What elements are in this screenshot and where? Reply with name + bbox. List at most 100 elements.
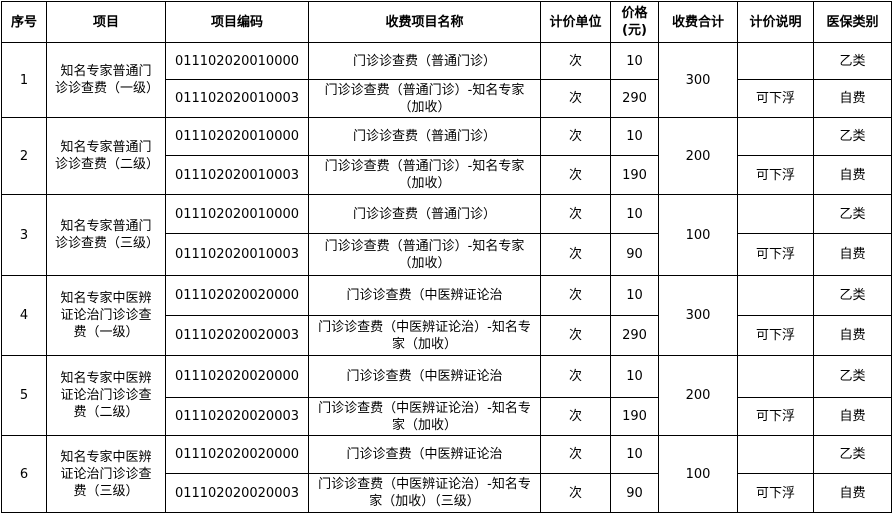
item-code: 011102020010000 — [165, 117, 309, 156]
item-code: 011102020010000 — [165, 42, 309, 80]
price: 10 — [610, 435, 659, 474]
fee-total: 100 — [658, 194, 738, 276]
pricing-note — [737, 194, 814, 234]
pricing-unit: 次 — [540, 397, 611, 436]
insurance-category: 自费 — [813, 473, 892, 513]
price: 90 — [610, 233, 659, 276]
insurance-category: 乙类 — [813, 117, 892, 156]
item-code: 011102020020003 — [165, 473, 309, 513]
insurance-category: 乙类 — [813, 275, 892, 316]
pricing-note: 可下浮 — [737, 473, 814, 513]
pricing-unit: 次 — [540, 194, 611, 234]
table-row: 011102020020003 门诊诊查费（中医辨证论治）-知名专家（加收）次 29… — [2, 315, 892, 356]
pricing-unit: 次 — [540, 355, 611, 398]
table-row: 4 知名专家中医辨证论治门诊诊查费（一级） 011102020020000 门诊诊查费… — [1, 275, 892, 356]
fee-item-name: 门诊诊查费（普通门诊） — [308, 194, 541, 234]
table-row: 6 知名专家中医辨证论治门诊诊查费（三级） 011102020020000 门诊诊查费… — [1, 435, 892, 513]
insurance-category: 乙类 — [813, 42, 892, 80]
price: 190 — [610, 155, 659, 195]
insurance-category: 自费 — [813, 155, 892, 195]
pricing-note — [737, 275, 814, 316]
table-row: 011102020010003 门诊诊查费（普通门诊）-知名专家（加收）次 190 可… — [2, 155, 892, 195]
price: 10 — [610, 355, 659, 398]
item-name: 知名专家中医辨证论治门诊诊查费（二级） — [46, 355, 166, 436]
pricing-note — [737, 355, 814, 398]
price: 290 — [610, 315, 659, 356]
fee-total: 100 — [658, 435, 738, 513]
insurance-category: 自费 — [813, 397, 892, 436]
fee-table: 序号 项目 项目编码 收费项目名称 计价单位 价格(元) 收费合计 计价说明 医… — [1, 1, 892, 513]
row-number: 3 — [1, 194, 47, 276]
item-code: 011102020020003 — [165, 397, 309, 436]
fee-item-name: 门诊诊查费（普通门诊）-知名专家（加收） — [308, 233, 541, 276]
fee-total: 300 — [658, 42, 738, 118]
fee-item-name: 门诊诊查费（中医辨证论治 — [308, 435, 541, 474]
fee-total: 200 — [658, 117, 738, 195]
row-number: 6 — [1, 435, 47, 513]
item-name: 知名专家中医辨证论治门诊诊查费（一级） — [46, 275, 166, 356]
header-row: 序号 项目 项目编码 收费项目名称 计价单位 价格(元) 收费合计 计价说明 医… — [1, 1, 892, 43]
pricing-note: 可下浮 — [737, 79, 814, 118]
fee-total: 300 — [658, 275, 738, 356]
price: 10 — [610, 194, 659, 234]
header-category: 医保类别 — [813, 1, 892, 43]
price: 10 — [610, 117, 659, 156]
item-code: 011102020010000 — [165, 194, 309, 234]
fee-item-name: 门诊诊查费（中医辨证论治）-知名专家（加收）（三级） — [308, 473, 541, 513]
pricing-note: 可下浮 — [737, 397, 814, 436]
insurance-category: 乙类 — [813, 355, 892, 398]
header-code: 项目编码 — [165, 1, 309, 43]
header-unit: 计价单位 — [540, 1, 611, 43]
pricing-note — [737, 42, 814, 80]
pricing-note — [737, 117, 814, 156]
pricing-unit: 次 — [540, 275, 611, 316]
price: 90 — [610, 473, 659, 513]
header-item: 项目 — [46, 1, 166, 43]
fee-total: 200 — [658, 355, 738, 436]
table-row: 011102020010003 门诊诊查费（普通门诊）-知名专家（加收）次 290 可… — [2, 79, 892, 118]
table-row: 3 知名专家普通门诊诊查费（三级） 011102020010000 门诊诊查费（普通门… — [1, 194, 892, 276]
insurance-category: 乙类 — [813, 194, 892, 234]
item-code: 011102020010003 — [165, 79, 309, 118]
row-number: 4 — [1, 275, 47, 356]
pricing-unit: 次 — [540, 117, 611, 156]
fee-item-name: 门诊诊查费（中医辨证论治）-知名专家（加收） — [308, 315, 541, 356]
pricing-unit: 次 — [540, 435, 611, 474]
pricing-note: 可下浮 — [737, 233, 814, 276]
header-name: 收费项目名称 — [308, 1, 541, 43]
header-no: 序号 — [1, 1, 47, 43]
table-row: 011102020010003 门诊诊查费（普通门诊）-知名专家（加收）次 90 可下… — [2, 233, 892, 276]
pricing-note: 可下浮 — [737, 315, 814, 356]
pricing-note — [737, 435, 814, 474]
header-total: 收费合计 — [658, 1, 738, 43]
table-row: 5 知名专家中医辨证论治门诊诊查费（二级） 011102020020000 门诊诊查费… — [1, 355, 892, 436]
pricing-unit: 次 — [540, 155, 611, 195]
table-row: 011102020020003 门诊诊查费（中医辨证论治）-知名专家（加收）次 19… — [2, 397, 892, 436]
row-number: 1 — [1, 42, 47, 118]
fee-item-name: 门诊诊查费（中医辨证论治 — [308, 275, 541, 316]
item-code: 011102020020000 — [165, 355, 309, 398]
price: 10 — [610, 42, 659, 80]
table-row: 1 知名专家普通门诊诊查费（一级） 011102020010000 门诊诊查费（普通门… — [1, 42, 892, 118]
pricing-unit: 次 — [540, 473, 611, 513]
item-name: 知名专家普通门诊诊查费（一级） — [46, 42, 166, 118]
pricing-note: 可下浮 — [737, 155, 814, 195]
item-name: 知名专家普通门诊诊查费（二级） — [46, 117, 166, 195]
pricing-unit: 次 — [540, 42, 611, 80]
item-name: 知名专家普通门诊诊查费（三级） — [46, 194, 166, 276]
insurance-category: 自费 — [813, 315, 892, 356]
price: 190 — [610, 397, 659, 436]
fee-item-name: 门诊诊查费（普通门诊） — [308, 42, 541, 80]
table-row: 2 知名专家普通门诊诊查费（二级） 011102020010000 门诊诊查费（普通门… — [1, 117, 892, 195]
fee-item-name: 门诊诊查费（中医辨证论治）-知名专家（加收） — [308, 397, 541, 436]
item-code: 011102020010003 — [165, 233, 309, 276]
price: 290 — [610, 79, 659, 118]
table-row: 011102020020003 门诊诊查费（中医辨证论治）-知名专家（加收）（三级… — [2, 473, 892, 513]
insurance-category: 自费 — [813, 79, 892, 118]
header-price: 价格(元) — [610, 1, 659, 43]
item-code: 011102020020000 — [165, 275, 309, 316]
pricing-unit: 次 — [540, 79, 611, 118]
fee-item-name: 门诊诊查费（普通门诊）-知名专家（加收） — [308, 79, 541, 118]
item-name: 知名专家中医辨证论治门诊诊查费（三级） — [46, 435, 166, 513]
row-number: 5 — [1, 355, 47, 436]
